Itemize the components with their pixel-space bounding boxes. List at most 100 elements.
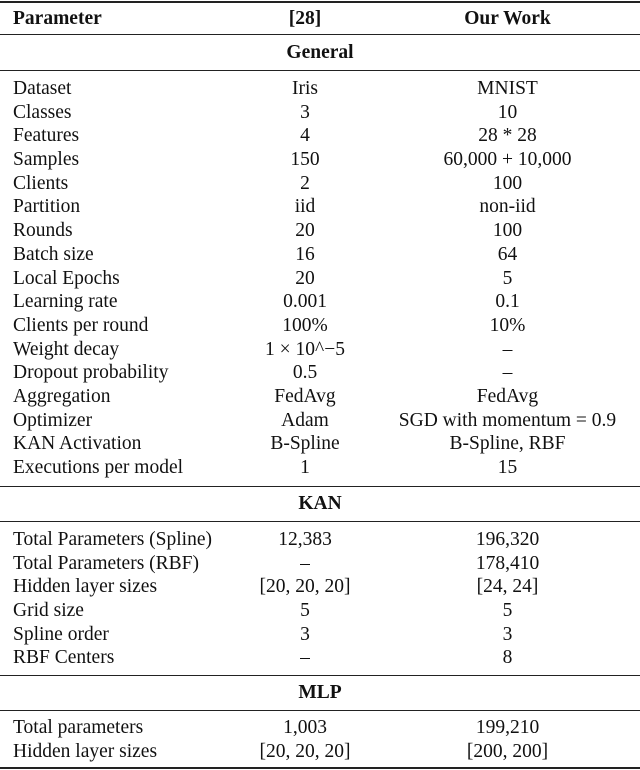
parameter-cell: Features	[13, 125, 80, 147]
parameter-cell: Weight decay	[13, 338, 120, 360]
ref-value-cell: Adam	[281, 409, 329, 431]
parameter-cell: Classes	[13, 101, 72, 123]
parameter-cell: KAN Activation	[13, 433, 142, 455]
table-row: Hidden layer sizes [20, 20, 20] [200, 200]	[0, 740, 640, 764]
our-value-cell: MNIST	[477, 78, 538, 99]
table-row: Clients 2 100	[0, 172, 640, 196]
our-value-cell: 5	[502, 600, 513, 622]
our-value-cell: 64	[497, 243, 518, 265]
ref-value-cell: 3	[300, 101, 310, 123]
our-value-cell: 28 * 28	[478, 125, 537, 147]
table-row: Hidden layer sizes [20, 20, 20] [24, 24]	[0, 575, 640, 599]
ref-value-cell: 1,003	[283, 717, 327, 738]
table-row: Local Epochs 20 5	[0, 267, 640, 291]
parameter-cell: Executions per model	[13, 457, 184, 478]
section-mlp-body: Total parameters 1,003 199,210 Hidden layer…	[0, 716, 640, 763]
parameter-cell: Dropout probability	[13, 362, 169, 384]
parameter-cell: Clients	[13, 172, 69, 194]
table-row: Optimizer Adam SGD with momentum = 0.9	[0, 409, 640, 433]
ref-value-cell: 0.5	[292, 362, 318, 384]
our-value-cell: 8	[502, 647, 513, 669]
ref-value-cell: 2	[300, 172, 310, 194]
table-row: Rounds 20 100	[0, 219, 640, 243]
parameter-cell: Spline order	[13, 623, 109, 645]
our-value-cell: FedAvg	[476, 385, 539, 407]
section-mlp-title: MLP	[298, 682, 342, 703]
parameter-cell: Total Parameters (RBF)	[13, 552, 200, 574]
ref-value-cell: Iris	[292, 78, 318, 99]
our-value-cell: 100	[492, 172, 523, 194]
our-value-cell: –	[502, 362, 513, 384]
parameter-cell: Aggregation	[13, 385, 111, 407]
section-general-body: Dataset Iris MNIST Classes 3 10 Features 4 28 * …	[0, 77, 640, 480]
ref-value-cell: 20	[295, 267, 315, 289]
table-row: Weight decay 1 × 10^−5 –	[0, 338, 640, 362]
parameter-cell: Total parameters	[13, 717, 144, 738]
our-value-cell: non-iid	[479, 196, 536, 218]
table-row: Executions per model 1 15	[0, 456, 640, 480]
parameter-cell: Batch size	[13, 243, 94, 265]
table-row: KAN Activation B-Spline B-Spline, RBF	[0, 432, 640, 456]
table-row: RBF Centers – 8	[0, 646, 640, 670]
our-value-cell: 3	[502, 623, 513, 645]
ref-value-cell: 16	[295, 243, 315, 265]
parameter-cell: Hidden layer sizes	[13, 740, 158, 762]
parameter-cell: Total Parameters (Spline)	[13, 529, 212, 550]
section-kan-title: KAN	[298, 493, 342, 514]
our-value-cell: 178,410	[475, 552, 540, 574]
parameter-cell: Grid size	[13, 600, 84, 622]
ref-value-cell: 0.001	[283, 291, 327, 313]
table-row: Partition iid non-iid	[0, 195, 640, 219]
table-row: Total Parameters (RBF) – 178,410	[0, 552, 640, 576]
ref-value-cell: [20, 20, 20]	[259, 740, 351, 762]
ref-value-cell: 1 × 10^−5	[265, 338, 345, 360]
table-row: Spline order 3 3	[0, 623, 640, 647]
table-header: Parameter [28] Our Work	[0, 4, 640, 34]
parameter-cell: Optimizer	[13, 409, 93, 431]
our-value-cell: 199,210	[475, 717, 540, 738]
bottom-rule	[0, 767, 640, 769]
table-row: Dropout probability 0.5 –	[0, 361, 640, 385]
section-general-title: General	[286, 42, 354, 63]
table-row: Total parameters 1,003 199,210	[0, 716, 640, 740]
ref-value-cell: –	[300, 647, 310, 669]
parameter-cell: Rounds	[13, 220, 73, 242]
ref-value-cell: 4	[300, 125, 310, 147]
ref-value-cell: –	[300, 552, 310, 574]
rule	[0, 70, 640, 71]
our-value-cell: [200, 200]	[466, 740, 549, 762]
ref-value-cell: 150	[290, 149, 320, 171]
table-row: Batch size 16 64	[0, 243, 640, 267]
ref-value-cell: 12,383	[278, 529, 332, 550]
our-value-cell: 60,000 + 10,000	[443, 149, 572, 171]
header-ours: Our Work	[464, 8, 551, 29]
table-row: Samples 150 60,000 + 10,000	[0, 148, 640, 172]
ref-value-cell: 3	[300, 623, 310, 645]
table-row: Features 4 28 * 28	[0, 124, 640, 148]
parameter-cell: Samples	[13, 149, 80, 171]
our-value-cell: 0.1	[495, 291, 520, 313]
parameter-cell: Local Epochs	[13, 267, 120, 289]
parameter-cell: Partition	[13, 196, 81, 218]
table-row: Learning rate 0.001 0.1	[0, 290, 640, 314]
our-value-cell: 5	[502, 267, 513, 289]
ref-value-cell: FedAvg	[274, 385, 336, 407]
table-row: Classes 3 10	[0, 101, 640, 125]
parameter-cell: RBF Centers	[13, 647, 115, 669]
table-row: Grid size 5 5	[0, 599, 640, 623]
section-kan-body: Total Parameters (Spline) 12,383 196,320 To…	[0, 528, 640, 670]
table-row: Total Parameters (Spline) 12,383 196,320	[0, 528, 640, 552]
our-value-cell: SGD with momentum = 0.9	[398, 409, 617, 431]
ref-value-cell: 5	[300, 600, 310, 622]
header-rule	[0, 34, 640, 35]
our-value-cell: [24, 24]	[476, 576, 539, 598]
our-value-cell: 10	[497, 101, 518, 123]
header-ref[interactable]: [28]	[288, 8, 322, 29]
ref-value-cell: 100%	[282, 314, 328, 336]
our-value-cell: –	[502, 338, 513, 360]
ref-value-cell: B-Spline	[270, 433, 340, 455]
our-value-cell: 100	[492, 220, 523, 242]
ref-value-cell: 1	[300, 457, 310, 478]
parameter-cell: Dataset	[13, 78, 72, 99]
